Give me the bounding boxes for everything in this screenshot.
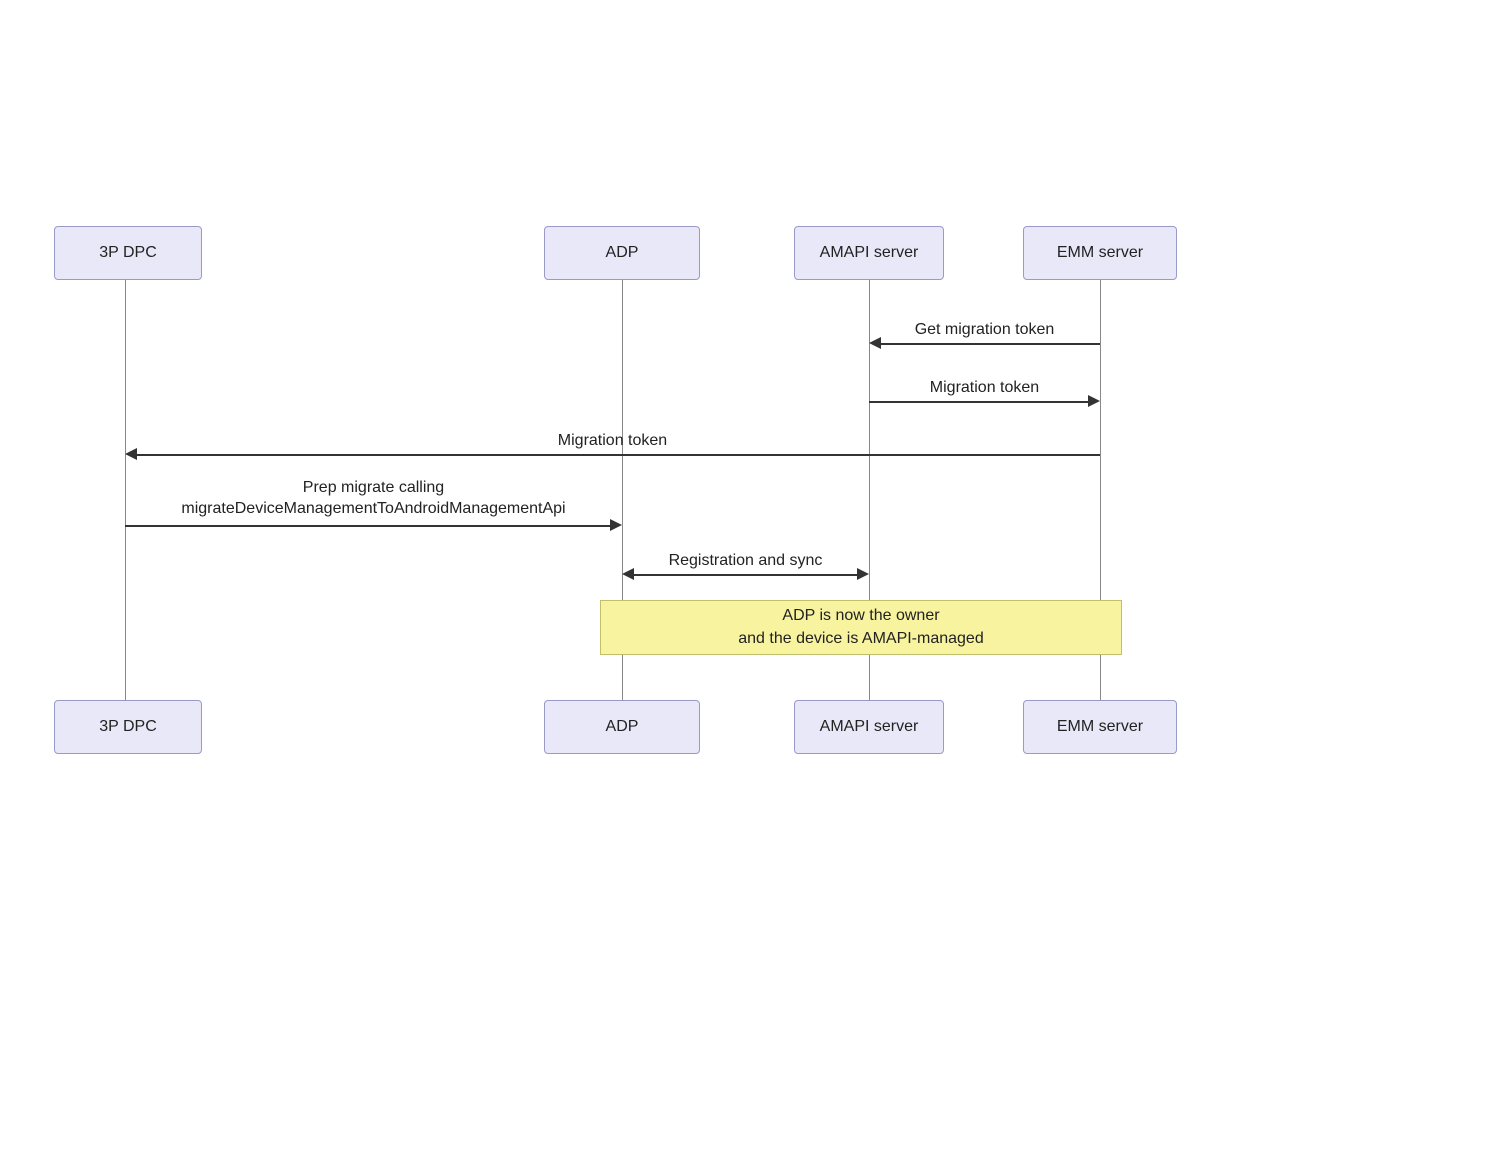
message-arrow — [125, 525, 610, 527]
actor-label: EMM server — [1057, 718, 1143, 736]
arrow-head-left-icon — [125, 448, 137, 460]
arrow-head-right-icon — [610, 519, 622, 531]
actor-box-amapi-bottom: AMAPI server — [794, 700, 944, 754]
message-arrow — [881, 343, 1100, 345]
actor-box-emm-bottom: EMM server — [1023, 700, 1177, 754]
message-label-migration-token-forward: Migration token — [125, 431, 1100, 452]
actor-box-emm-top: EMM server — [1023, 226, 1177, 280]
message-label-registration-sync: Registration and sync — [622, 551, 869, 572]
message-arrow — [634, 574, 857, 576]
message-arrow — [137, 454, 1100, 456]
note-adp-owner: ADP is now the owner and the device is A… — [600, 600, 1122, 655]
actor-label: 3P DPC — [99, 244, 157, 262]
arrow-head-right-icon — [1088, 395, 1100, 407]
message-arrow — [869, 401, 1088, 403]
actor-label: ADP — [606, 718, 639, 736]
actor-box-adp-bottom: ADP — [544, 700, 700, 754]
actor-label: EMM server — [1057, 244, 1143, 262]
arrow-head-right-icon — [857, 568, 869, 580]
note-text: ADP is now the owner and the device is A… — [738, 605, 983, 650]
sequence-diagram: 3P DPC ADP AMAPI server EMM server Get m… — [0, 0, 1500, 1169]
actor-label: AMAPI server — [820, 244, 919, 262]
message-label-prep-migrate: Prep migrate calling migrateDeviceManage… — [125, 478, 622, 520]
actor-box-3p-dpc-bottom: 3P DPC — [54, 700, 202, 754]
actor-box-amapi-top: AMAPI server — [794, 226, 944, 280]
arrow-head-left-icon — [622, 568, 634, 580]
message-label-get-migration-token: Get migration token — [869, 320, 1100, 341]
actor-label: ADP — [606, 244, 639, 262]
actor-label: 3P DPC — [99, 718, 157, 736]
message-label-migration-token-response: Migration token — [869, 378, 1100, 399]
actor-label: AMAPI server — [820, 718, 919, 736]
actor-box-3p-dpc-top: 3P DPC — [54, 226, 202, 280]
actor-box-adp-top: ADP — [544, 226, 700, 280]
arrow-head-left-icon — [869, 337, 881, 349]
